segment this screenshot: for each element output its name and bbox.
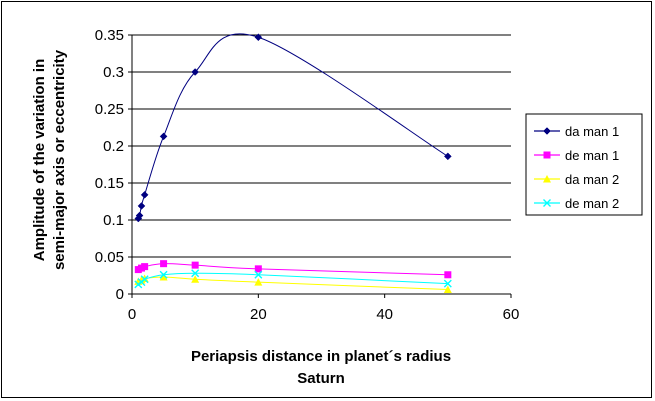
legend-label: de man 2 [565, 196, 619, 211]
data-point [160, 260, 168, 268]
tick-labels: 0 0.05 0.1 0.15 0.2 0.25 0.3 0.35 0 20 40 60 [95, 27, 520, 323]
legend-swatch-marker [543, 151, 551, 159]
series-de-man-1 [134, 260, 452, 279]
y-tick-label: 0.05 [95, 249, 124, 266]
data-point [254, 270, 263, 279]
legend-label: de man 1 [565, 148, 619, 163]
data-point [137, 202, 146, 210]
legend-entry: da man 2 [534, 172, 619, 187]
data-point [191, 261, 199, 269]
data-point [443, 285, 452, 294]
series-da-man-2 [134, 272, 452, 294]
data-point [191, 275, 200, 283]
legend: da man 1 de man 1 da man 2 de man 2 [525, 113, 643, 216]
data-point [159, 270, 168, 279]
y-tick-label: 0.2 [103, 138, 124, 155]
x-tick-label: 0 [128, 306, 136, 323]
data-point [254, 33, 263, 42]
data-point [443, 152, 452, 161]
data-point [159, 132, 168, 141]
data-point [444, 271, 452, 279]
y-tick-label: 0 [116, 286, 124, 303]
data-point [141, 263, 149, 271]
legend-label: da man 2 [565, 172, 619, 187]
y-axis-title: Amplitude of the variation in [31, 59, 48, 262]
y-tick-label: 0.25 [95, 101, 124, 118]
legend-entry: de man 1 [534, 148, 619, 163]
y-axis-title-line2: semi-major axis or eccentricity [51, 49, 68, 270]
series-line [138, 276, 448, 291]
legend-entry: de man 2 [534, 196, 619, 211]
data-point [135, 211, 144, 220]
x-tick-label: 20 [250, 306, 267, 323]
data-point [159, 272, 168, 281]
legend-entry: da man 1 [534, 124, 619, 139]
series-layer [134, 33, 452, 294]
y-tick-label: 0.1 [103, 212, 124, 229]
data-point [140, 190, 149, 199]
data-point [191, 269, 200, 278]
axes [128, 34, 512, 298]
x-tick-label: 40 [376, 306, 393, 323]
series-line [137, 33, 449, 219]
data-point [443, 279, 452, 288]
y-tick-label: 0.3 [103, 64, 124, 81]
legend-swatch-marker [543, 127, 551, 135]
x-axis-title: Periapsis distance in planet´s radius [191, 348, 451, 365]
grid [132, 34, 511, 258]
legend-label: da man 1 [565, 124, 619, 139]
data-point [254, 265, 262, 273]
legend-swatch-marker [543, 175, 551, 183]
data-point [140, 275, 149, 284]
y-tick-label: 0.15 [95, 175, 124, 192]
series-da-man-1 [134, 33, 452, 223]
series-de-man-2 [134, 269, 452, 289]
data-point [191, 68, 200, 76]
legend-swatch-marker [543, 199, 551, 207]
data-point [254, 278, 263, 286]
x-axis-title-line2: Saturn [297, 370, 345, 387]
y-tick-label: 0.35 [95, 27, 124, 44]
x-tick-label: 60 [503, 306, 520, 323]
